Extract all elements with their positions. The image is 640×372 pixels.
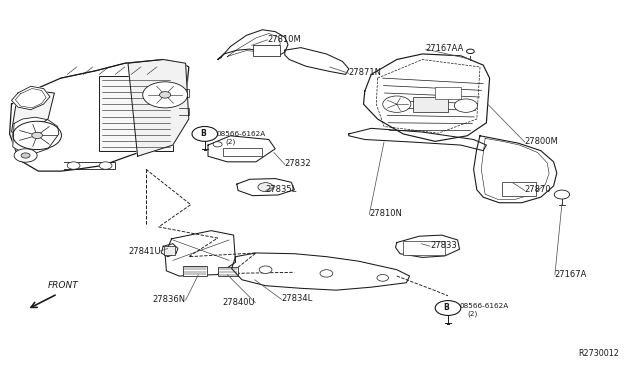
Circle shape [383,96,411,112]
Circle shape [159,92,171,98]
Circle shape [192,126,218,141]
Circle shape [143,82,188,108]
FancyBboxPatch shape [164,246,175,255]
Text: 08566-6162A: 08566-6162A [460,303,509,309]
FancyBboxPatch shape [99,76,173,151]
Circle shape [467,49,474,54]
Text: (2): (2) [467,310,477,317]
Text: FRONT: FRONT [47,281,78,290]
Polygon shape [165,231,236,276]
Text: 27870: 27870 [525,185,552,194]
Circle shape [213,142,222,147]
Polygon shape [232,253,410,290]
Polygon shape [12,86,50,110]
Text: 27167A: 27167A [555,270,588,279]
Polygon shape [396,235,460,257]
Text: 27834L: 27834L [282,294,313,303]
Polygon shape [474,136,557,203]
Circle shape [435,301,461,315]
Text: 27800M: 27800M [525,137,559,146]
FancyBboxPatch shape [413,97,448,112]
Text: 27810N: 27810N [369,209,402,218]
FancyBboxPatch shape [223,148,262,156]
Text: B: B [444,303,449,312]
Text: 27836N: 27836N [152,295,186,304]
FancyBboxPatch shape [218,267,238,276]
Text: 27810M: 27810M [268,35,301,44]
Polygon shape [285,48,349,74]
Text: 08566-6162A: 08566-6162A [216,131,266,137]
Circle shape [377,275,388,281]
Circle shape [32,132,42,138]
Text: 27835L: 27835L [266,185,297,194]
Text: 27832: 27832 [285,159,312,168]
Circle shape [258,183,273,192]
Text: 27841U: 27841U [128,247,161,256]
Polygon shape [237,179,294,196]
FancyBboxPatch shape [502,182,536,196]
Circle shape [454,99,477,112]
Polygon shape [128,60,189,156]
Circle shape [14,149,37,162]
Text: B: B [200,129,205,138]
Circle shape [21,153,30,158]
Polygon shape [161,244,178,257]
Circle shape [320,270,333,277]
Polygon shape [13,117,59,153]
Circle shape [13,121,61,150]
Text: 27840U: 27840U [223,298,255,307]
Text: 27167AA: 27167AA [426,44,464,53]
Text: (2): (2) [225,139,236,145]
Polygon shape [349,128,486,151]
Circle shape [99,162,112,169]
Polygon shape [364,54,490,141]
Polygon shape [10,60,189,171]
Polygon shape [12,91,54,134]
FancyBboxPatch shape [435,87,461,99]
Text: 27833: 27833 [430,241,457,250]
Text: 27871N: 27871N [349,68,382,77]
FancyBboxPatch shape [183,266,207,276]
Circle shape [259,266,272,273]
Polygon shape [208,136,275,162]
Circle shape [67,162,80,169]
Circle shape [554,190,570,199]
Text: R2730012: R2730012 [579,349,620,358]
FancyBboxPatch shape [403,241,445,255]
Polygon shape [218,30,288,60]
FancyBboxPatch shape [253,45,280,56]
